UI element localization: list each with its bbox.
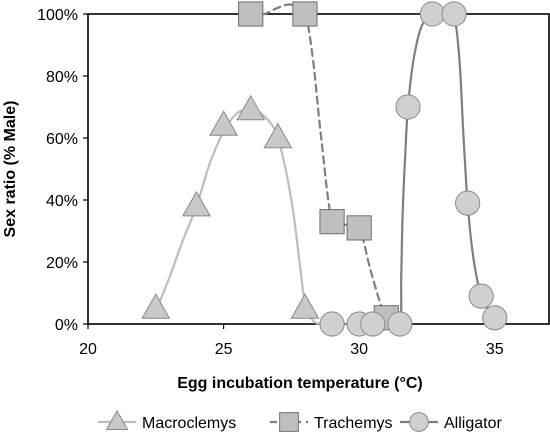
data-point-alligator [360, 311, 386, 337]
x-tick-label: 35 [486, 341, 504, 358]
data-point-alligator [419, 1, 445, 27]
plot-frame [87, 13, 550, 325]
y-tick-label: 0% [55, 317, 78, 334]
data-point-alligator [441, 1, 467, 27]
y-tick-label: 60% [46, 131, 78, 148]
x-tick-label: 20 [79, 341, 97, 358]
series-lines [154, 3, 496, 329]
legend-item-alligator: Alligator [400, 412, 502, 432]
data-point-macroclemys [236, 94, 266, 121]
data-point-macroclemys [263, 122, 293, 149]
x-tick-label: 25 [215, 341, 233, 358]
data-point-macroclemys [181, 190, 211, 217]
legend-item-macroclemys: Macroclemys [98, 409, 236, 432]
data-point-alligator [482, 305, 508, 331]
y-tick-label: 20% [46, 255, 78, 272]
data-point-alligator [387, 311, 413, 337]
data-point-trachemys [292, 1, 318, 27]
y-tick-label: 80% [46, 69, 78, 86]
plot-area [87, 13, 550, 325]
x-tick-label: 30 [350, 341, 368, 358]
data-point-trachemys [346, 215, 372, 241]
data-point-alligator [319, 311, 345, 337]
legend-label: Trachemys [314, 415, 393, 432]
series-line-macroclemys [154, 108, 334, 326]
data-point-alligator [455, 190, 481, 216]
data-point-trachemys [319, 209, 345, 235]
x-axis-label: Egg incubation temperature (°C) [177, 375, 423, 392]
axis-ticks: 0% 20% 40% 60% 80% 100% 20 25 30 35 [37, 7, 504, 358]
y-tick-label: 100% [37, 7, 78, 24]
data-point-macroclemys [209, 110, 239, 136]
data-point-alligator [468, 283, 494, 309]
y-tick-label: 40% [46, 193, 78, 210]
legend-swatch-marker [105, 409, 129, 430]
data-point-macroclemys [141, 293, 171, 319]
data-point-macroclemys [290, 293, 320, 319]
data-point-trachemys [238, 1, 264, 27]
legend: Macroclemys Trachemys Alligator [98, 409, 502, 432]
data-point-alligator [395, 94, 421, 120]
legend-item-trachemys: Trachemys [270, 412, 393, 432]
y-axis-label: Sex ratio (% Male) [2, 101, 19, 238]
legend-label: Alligator [444, 415, 502, 432]
legend-swatch-marker [409, 412, 429, 432]
series-line-trachemys [249, 3, 388, 319]
series-line-alligator [331, 8, 496, 329]
series-markers [141, 1, 508, 337]
legend-swatch-marker [279, 412, 299, 432]
legend-label: Macroclemys [142, 415, 236, 432]
